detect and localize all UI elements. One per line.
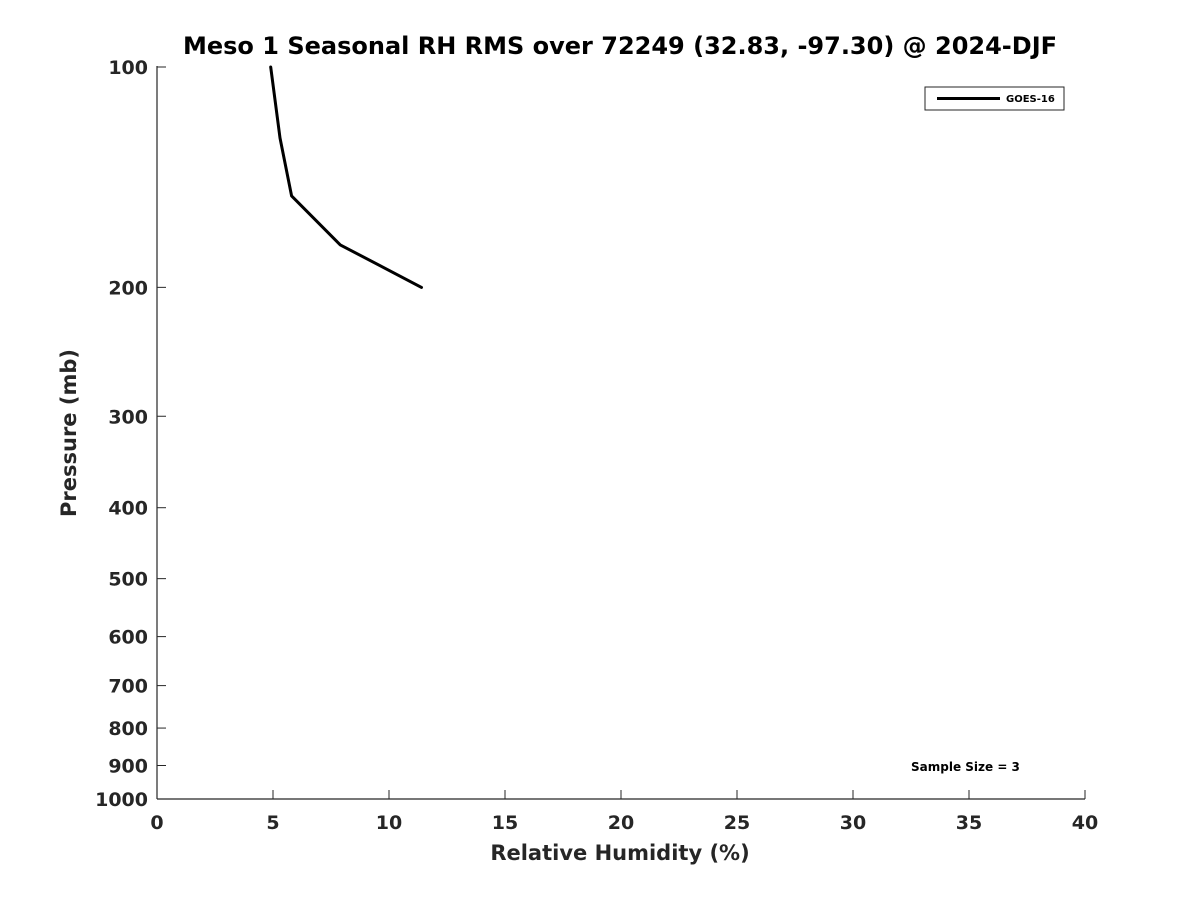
x-tick-label: 15 bbox=[492, 812, 518, 834]
plot-area: 0 5 10 15 20 25 30 35 40 100 200 300 400 500 600 700 80… bbox=[95, 57, 1098, 834]
y-tick-label: 900 bbox=[108, 756, 148, 778]
data-point bbox=[279, 137, 281, 139]
x-tick-label: 30 bbox=[840, 812, 866, 834]
legend-entry-goes-16: GOES-16 bbox=[1006, 94, 1055, 105]
y-tick-label: 100 bbox=[108, 57, 148, 79]
y-axis-label: Pressure (mb) bbox=[57, 349, 81, 517]
data-point bbox=[269, 66, 272, 68]
x-tick-label: 5 bbox=[266, 812, 279, 834]
y-tick-label: 800 bbox=[108, 718, 148, 740]
x-tick-label: 10 bbox=[376, 812, 402, 834]
y-tick-label: 200 bbox=[108, 277, 148, 299]
sample-size-annotation: Sample Size = 3 bbox=[911, 760, 1020, 774]
x-axis-ticks: 0 5 10 15 20 25 30 35 40 bbox=[150, 790, 1098, 834]
series-line-goes-16 bbox=[269, 65, 423, 289]
data-point bbox=[420, 286, 423, 289]
y-axis-ticks: 100 200 300 400 500 600 700 800 900 1000 bbox=[95, 57, 166, 811]
x-tick-label: 40 bbox=[1072, 812, 1098, 834]
y-tick-label: 400 bbox=[108, 498, 148, 520]
chart-title: Meso 1 Seasonal RH RMS over 72249 (32.83… bbox=[183, 32, 1057, 60]
x-tick-label: 25 bbox=[724, 812, 750, 834]
legend: GOES-16 bbox=[924, 86, 1065, 111]
x-axis-label: Relative Humidity (%) bbox=[490, 841, 749, 865]
y-tick-label: 300 bbox=[108, 406, 148, 428]
y-tick-label: 600 bbox=[108, 627, 148, 649]
x-tick-label: 20 bbox=[608, 812, 634, 834]
y-tick-label: 500 bbox=[108, 569, 148, 591]
data-point bbox=[339, 244, 342, 246]
y-tick-label: 700 bbox=[108, 676, 148, 698]
y-tick-label: 1000 bbox=[95, 789, 148, 811]
data-point bbox=[290, 194, 293, 197]
x-tick-label: 0 bbox=[150, 812, 163, 834]
series-layer bbox=[269, 65, 423, 289]
x-tick-label: 35 bbox=[956, 812, 982, 834]
axes bbox=[156, 66, 1085, 800]
